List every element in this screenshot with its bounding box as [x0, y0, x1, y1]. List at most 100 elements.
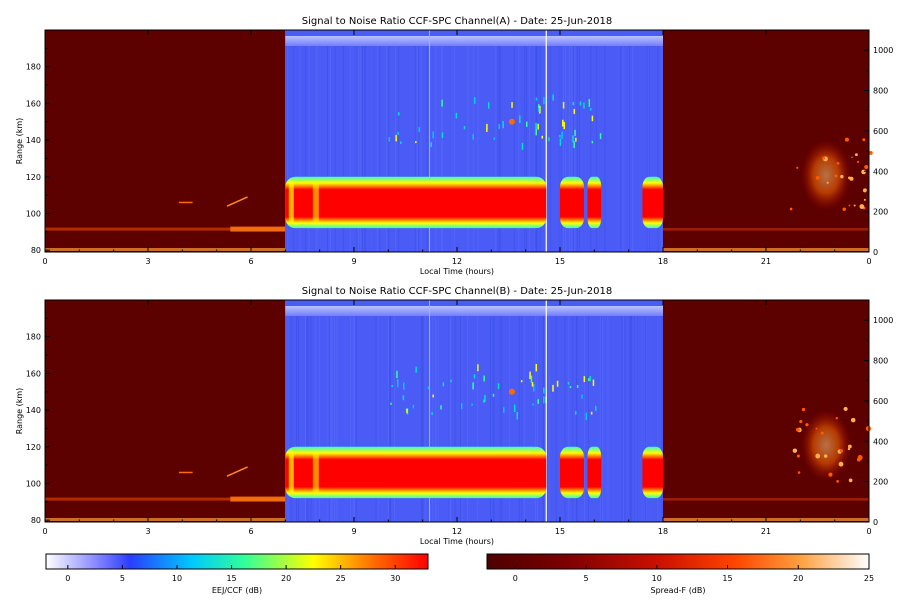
day-noise-column-b: [298, 316, 300, 522]
day-noise-column-a: [308, 46, 310, 252]
day-noise-column-b: [600, 316, 602, 522]
day-noise-column-a: [536, 46, 538, 252]
y-tick-label-b: 160: [26, 369, 41, 378]
irregularity-echo-b: [412, 404, 415, 409]
day-noise-column-b: [621, 316, 623, 522]
day-noise-column-a: [622, 46, 624, 252]
colorbar-spread-f: 0 5 10 15 20 25 Spread-F (dB): [486, 553, 874, 595]
day-noise-column-a: [529, 46, 531, 252]
day-noise-column-a: [576, 46, 578, 252]
x-tick-label-b: 15: [555, 527, 565, 536]
spread-f-echo-b: [815, 427, 818, 430]
irregularity-echo-b: [403, 382, 405, 390]
irregularity-echo-a: [473, 97, 476, 104]
day-noise-column-b: [568, 316, 570, 522]
day-noise-column-b: [523, 316, 525, 522]
irregularity-echo-a: [539, 105, 541, 114]
day-noise-column-a: [334, 46, 336, 252]
y-right-tick-label-b: 800: [873, 357, 888, 366]
spread-f-echo-b: [820, 431, 824, 435]
spread-f-echo-a: [864, 164, 869, 170]
irregularity-echo-a: [572, 101, 575, 106]
irregularity-echo-b: [520, 380, 523, 383]
day-noise-column-b: [489, 316, 491, 522]
day-noise-column-b: [461, 316, 463, 522]
spread-f-echo-a: [856, 160, 860, 163]
spread-f-echo-b: [801, 407, 806, 412]
irregularity-echo-a: [493, 137, 496, 140]
spread-f-echo-a: [859, 204, 865, 209]
day-noise-column-a: [534, 46, 536, 252]
irregularity-echo-b: [543, 387, 545, 394]
day-noise-column-b: [454, 316, 456, 522]
day-noise-column-a: [647, 46, 649, 252]
night-e-layer-right-a: [663, 228, 869, 231]
irregularity-echo-b: [492, 393, 495, 397]
day-noise-column-b: [636, 316, 638, 522]
colorbar-eej-gradient: [45, 553, 429, 570]
x-axis-label-b: Local Time (hours): [420, 537, 494, 546]
y-tick-label-b: 180: [26, 333, 41, 342]
day-noise-column-a: [596, 46, 598, 252]
irregularity-echo-b: [390, 402, 392, 405]
y-right-tick-label-b: 0: [873, 518, 878, 527]
day-noise-column-b: [330, 316, 332, 522]
day-noise-column-b: [661, 316, 663, 522]
spread-f-echo-b: [835, 417, 838, 420]
irregularity-echo-a: [537, 123, 539, 130]
spread-f-echo-a: [849, 176, 854, 181]
eej-onset-edge-b: [288, 450, 294, 495]
irregularity-echo-a: [502, 120, 504, 129]
day-noise-column-b: [306, 316, 308, 522]
day-noise-column-b: [601, 316, 603, 522]
spread-f-echo-a: [862, 188, 867, 193]
irregularity-echo-b: [473, 374, 476, 379]
day-noise-column-b: [537, 316, 539, 522]
irregularity-echo-b: [406, 408, 408, 414]
y-right-tick-label-a: 0: [873, 248, 878, 257]
irregularity-echo-b: [440, 405, 442, 410]
y-axis-label-a: Range (km): [15, 118, 24, 165]
irregularity-echo-b: [569, 386, 572, 389]
night-echo-streak-a: [226, 196, 248, 207]
day-noise-column-a: [388, 46, 390, 252]
day-noise-column-a: [361, 46, 363, 252]
day-noise-column-b: [555, 316, 557, 522]
irregularity-echo-a: [472, 134, 474, 140]
day-noise-column-b: [307, 316, 309, 522]
day-noise-column-a: [657, 46, 659, 252]
irregularity-echo-b: [503, 407, 505, 413]
irregularity-echo-a: [552, 94, 554, 101]
spread-f-echo-a: [861, 169, 866, 175]
day-noise-column-b: [477, 316, 479, 522]
irregularity-echo-b: [533, 384, 535, 392]
spread-f-echo-b: [836, 480, 839, 483]
day-noise-column-a: [632, 46, 634, 252]
irregularity-echo-b: [432, 394, 434, 398]
x-tick-label-b: 3: [145, 527, 150, 536]
day-noise-column-a: [648, 46, 650, 252]
irregularity-echo-a: [400, 141, 402, 145]
eej-layer-block-a-1: [560, 176, 585, 229]
day-noise-column-b: [333, 316, 335, 522]
y-right-tick-label-b: 600: [873, 397, 888, 406]
x-tick-label-b: 21: [761, 527, 771, 536]
x-tick-label-b: 12: [452, 527, 462, 536]
irregularity-echo-a: [543, 97, 545, 105]
irregularity-echo-b: [450, 379, 452, 383]
spread-f-echo-b: [857, 454, 863, 461]
day-noise-column-a: [618, 46, 620, 252]
day-noise-column-a: [498, 46, 500, 252]
day-noise-column-b: [432, 316, 434, 522]
irregularity-echo-a: [430, 142, 433, 148]
day-noise-column-a: [477, 46, 479, 252]
night-background-right-a: [663, 30, 869, 252]
x-tick-label-b: 0: [866, 527, 871, 536]
irregularity-echo-a: [486, 123, 488, 130]
spread-f-echo-a: [868, 150, 873, 155]
day-noise-column-b: [508, 316, 510, 522]
irregularity-echo-b: [537, 399, 540, 404]
x-tick-label-a: 0: [866, 257, 871, 266]
day-noise-column-b: [355, 316, 357, 522]
